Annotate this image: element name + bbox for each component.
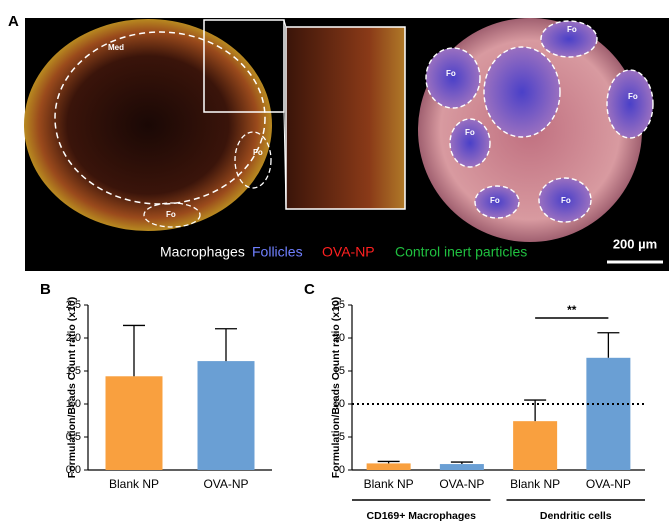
y-tick-label: 5 xyxy=(339,431,345,443)
x-tick-label: Blank NP xyxy=(109,477,159,491)
zoom-connector xyxy=(283,111,287,210)
y-tick-label: 0 xyxy=(339,464,345,476)
y-tick-label: 25 xyxy=(333,299,345,311)
legend-entry: Follicles xyxy=(252,244,303,260)
zoom-box xyxy=(203,19,285,113)
error-bar xyxy=(450,461,473,465)
panel-label: B xyxy=(40,281,51,298)
y-tick-label: 1.5 xyxy=(66,365,81,377)
significance-label: ** xyxy=(567,303,577,317)
error-bar xyxy=(123,324,145,377)
zoom-inset xyxy=(285,26,406,210)
follicle-label: Fo xyxy=(465,128,475,137)
error-bar xyxy=(377,460,400,464)
follicle-label: Fo xyxy=(166,210,176,219)
scale-bar-label: 200 µm xyxy=(613,236,657,251)
follicle-label: Fo xyxy=(490,196,500,205)
follicle-label: Fo xyxy=(253,148,263,157)
y-axis-label: Formulation/Beads Count ratio (x10) xyxy=(66,297,78,478)
follicle-label: Fo xyxy=(561,196,571,205)
medulla-outline xyxy=(54,31,266,205)
panel-label: C xyxy=(304,281,315,298)
error-bar xyxy=(524,399,547,422)
x-tick-label: Blank NP xyxy=(510,477,560,491)
follicle-outline xyxy=(143,202,201,228)
zoom-connector xyxy=(283,19,287,28)
bar xyxy=(513,421,558,470)
x-tick-label: Blank NP xyxy=(364,477,414,491)
y-tick-label: 15 xyxy=(333,365,345,377)
bar xyxy=(197,361,255,470)
x-tick-label: OVA-NP xyxy=(586,477,631,491)
legend-entry: Control inert particles xyxy=(395,244,527,260)
x-tick-label: OVA-NP xyxy=(203,477,248,491)
legend-entry: Macrophages xyxy=(160,244,245,260)
follicle-label: Fo xyxy=(628,92,638,101)
y-tick-label: 2.0 xyxy=(66,332,81,344)
panel-label: A xyxy=(8,13,19,30)
error-bar xyxy=(597,332,620,358)
group-label: Dendritic cells xyxy=(540,510,612,522)
bar xyxy=(366,463,411,470)
y-tick-label: 20 xyxy=(333,332,345,344)
error-bar xyxy=(215,328,237,362)
y-tick-label: 10 xyxy=(333,398,345,410)
y-tick-label: 0.5 xyxy=(66,431,81,443)
follicle-label: Fo xyxy=(446,69,456,78)
bar xyxy=(105,376,163,470)
bar xyxy=(586,357,631,470)
x-tick-label: OVA-NP xyxy=(439,477,484,491)
y-tick-label: 1.0 xyxy=(66,398,81,410)
legend-entry: OVA-NP xyxy=(322,244,375,260)
follicles xyxy=(425,20,654,223)
med-label: Med xyxy=(108,43,124,52)
bar xyxy=(439,464,484,470)
y-tick-label: 0.0 xyxy=(66,464,81,476)
y-tick-label: 2.5 xyxy=(66,299,81,311)
follicle-label: Fo xyxy=(567,25,577,34)
y-axis-label: Formulation/Beads Count ratio (x10) xyxy=(330,297,342,478)
follicle-outline xyxy=(234,131,272,189)
lymph-node-left xyxy=(24,19,272,231)
group-label: CD169+ Macrophages xyxy=(367,510,477,522)
